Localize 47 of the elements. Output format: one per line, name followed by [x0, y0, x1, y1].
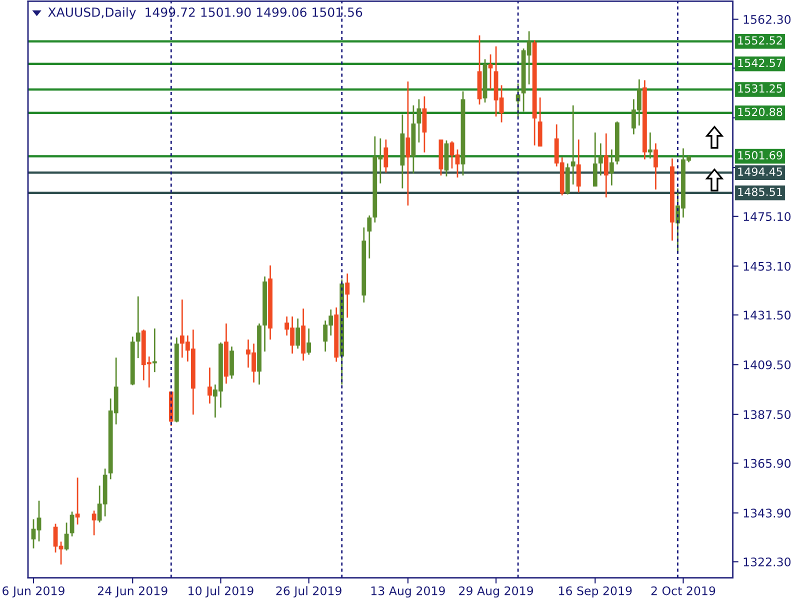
x-tick-label: 29 Aug 2019 — [459, 586, 534, 598]
ref-line-label: 1542.57 — [738, 58, 782, 68]
candlestick — [592, 132, 598, 188]
candlestick — [406, 80, 410, 206]
y-tick-label: 1431.50 — [744, 310, 791, 320]
y-tick-label: 1453.10 — [744, 262, 791, 271]
ref-line-label: 1520.88 — [738, 108, 782, 116]
candlestick — [648, 132, 652, 160]
ref-line-label: 1552.52 — [738, 36, 782, 45]
candlestick — [152, 328, 157, 373]
candlestick — [609, 148, 614, 186]
candlestick — [208, 366, 212, 404]
candlestick — [384, 138, 388, 174]
candlestick — [75, 476, 80, 526]
y-tick-label: 1562.30 — [744, 15, 791, 24]
candlestick — [136, 296, 140, 359]
candlestick — [367, 214, 372, 260]
candlestick — [654, 142, 658, 190]
ref-line-label: 1531.25 — [738, 84, 782, 93]
candlestick — [64, 522, 69, 552]
candlestick — [604, 132, 608, 198]
y-tick-label: 1365.90 — [744, 458, 791, 468]
y-tick-label: 1387.50 — [744, 410, 791, 420]
chart-title: XAUUSD,Daily 1499.72 1501.90 1499.06 1501.56 — [48, 7, 362, 20]
x-tick-label: 13 Aug 2019 — [371, 586, 445, 598]
x-tick-label: 2 Oct 2019 — [651, 586, 716, 596]
x-tick-label: 16 Sep 2019 — [559, 586, 632, 598]
y-tick-label: 1322.30 — [744, 557, 791, 566]
candlestick — [296, 318, 300, 350]
ref-line-label: 1485.51 — [738, 188, 782, 196]
candlestick — [598, 142, 603, 176]
ref-line-label: 1494.45 — [738, 167, 782, 176]
candlestick — [576, 138, 581, 194]
x-tick-label: 24 Jun 2019 — [98, 586, 168, 598]
y-tick-label: 1409.50 — [744, 360, 791, 370]
candlestick — [345, 272, 350, 318]
candlestick — [416, 98, 422, 144]
candlestick — [570, 104, 576, 186]
candlestick — [306, 328, 312, 356]
ref-line-label: 1501.69 — [738, 151, 782, 160]
x-tick-label: 6 Jun 2019 — [2, 586, 64, 598]
y-tick-label: 1475.10 — [744, 212, 791, 222]
x-tick-label: 26 Jul 2019 — [276, 586, 342, 598]
x-tick-label: 10 Jul 2019 — [188, 586, 254, 598]
candlestick — [92, 510, 96, 536]
candlestick — [70, 510, 74, 538]
y-tick-label: 1343.90 — [744, 508, 791, 518]
